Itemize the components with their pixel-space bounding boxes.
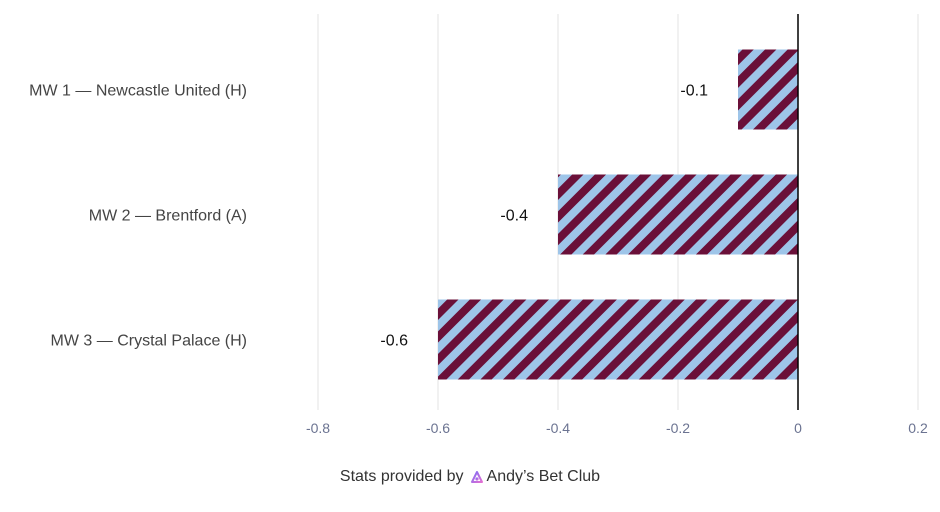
bar [558, 174, 798, 255]
data-labels: -0.1 -0.4 -0.6 [380, 83, 708, 350]
data-label: -0.6 [380, 333, 408, 350]
data-label: -0.1 [680, 83, 708, 100]
attribution-prefix: Stats provided by [339, 468, 464, 485]
bar [738, 49, 798, 130]
x-tick-label: -0.8 [306, 420, 330, 436]
data-label: -0.4 [500, 208, 528, 225]
bars [438, 49, 798, 380]
attribution-footer: Stats provided by Andy’s Bet Club [0, 468, 940, 486]
x-tick-label: -0.6 [426, 420, 450, 436]
attribution-brand: Andy’s Bet Club [486, 468, 601, 485]
x-tick-label: 0.2 [908, 420, 928, 436]
category-label: MW 2 — Brentford (A) [89, 208, 247, 225]
x-tick-label: -0.2 [666, 420, 690, 436]
category-labels: MW 1 — Newcastle United (H) MW 2 — Brentf… [29, 83, 247, 350]
category-label: MW 1 — Newcastle United (H) [29, 83, 247, 100]
bar [438, 299, 798, 380]
x-axis-ticks: -0.8 -0.6 -0.4 -0.2 0 0.2 [306, 420, 928, 436]
category-label: MW 3 — Crystal Palace (H) [51, 333, 247, 350]
x-tick-label: 0 [794, 420, 802, 436]
x-tick-label: -0.4 [546, 420, 570, 436]
andys-bet-club-logo-icon [470, 471, 483, 483]
